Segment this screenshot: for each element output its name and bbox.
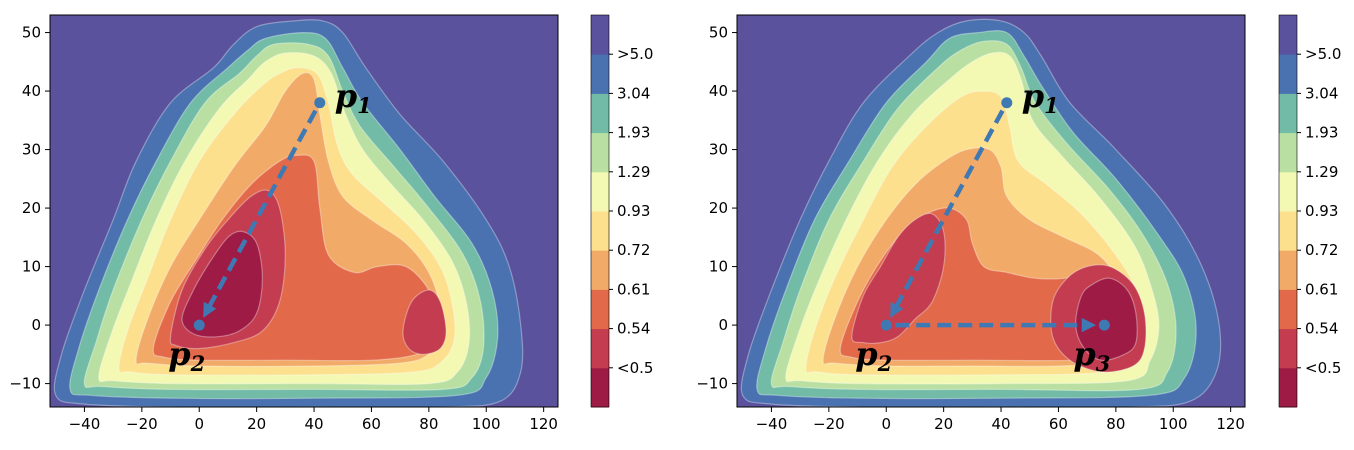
- colorbar-tick-label: 0.61: [1305, 280, 1338, 298]
- label-p2: p2: [855, 335, 892, 376]
- x-tick-label: 100: [1159, 415, 1188, 433]
- colorbar-tick-label: 0.93: [1305, 202, 1338, 220]
- plot-frame: [736, 14, 1246, 408]
- arrow-p1-to-p2: [203, 109, 318, 318]
- x-tick-label: −20: [813, 415, 845, 433]
- colorbar-segment: [591, 328, 609, 369]
- x-tick-label: 120: [529, 415, 558, 433]
- x-tick-label: 0: [194, 415, 204, 433]
- y-tick-label: 30: [22, 141, 41, 159]
- y-tick-label: 50: [22, 24, 41, 42]
- colorbar-tick-label: 3.04: [1305, 84, 1338, 102]
- colorbar-segment: [1279, 171, 1297, 212]
- x-tick-label: −40: [756, 415, 788, 433]
- x-tick-label: 100: [472, 415, 501, 433]
- colorbar-segment: [591, 54, 609, 94]
- y-tick-label: 50: [709, 24, 728, 42]
- colorbar-segment: [1279, 367, 1297, 408]
- colorbar-segment: [1279, 328, 1297, 369]
- label-p3: p3: [1073, 335, 1110, 376]
- panel-1: p1 p2 −40 −20 0 20 40 60 80 100 120 −10 0 10 20 30 40 50 <…: [9, 14, 653, 433]
- colorbar-segment: [1279, 93, 1297, 134]
- panel-2: p1 p2 p3 −40 −20 0 20 40 60 80 100 120 −10 0 10 20 30 40 5…: [696, 14, 1341, 433]
- x-tick-label: 20: [247, 415, 266, 433]
- point-p3: [1098, 319, 1110, 331]
- arrow-p1-to-p2: [890, 109, 1005, 318]
- y-tick-label: −10: [9, 375, 41, 393]
- y-tick-label: 0: [31, 316, 41, 334]
- y-tick-label: 20: [22, 199, 41, 217]
- contour-area: [50, 15, 558, 407]
- colorbar-tick-label: 0.93: [617, 202, 650, 220]
- colorbar: <0.5 0.54 0.61 0.72 0.93 1.29 1.93 3.04 >5.0: [1278, 14, 1341, 408]
- colorbar-segment: [1279, 15, 1297, 55]
- colorbar-tick-label: 1.93: [617, 124, 650, 142]
- x-tick-label: −40: [69, 415, 101, 433]
- point-p1: [314, 97, 326, 109]
- colorbar-segment: [1279, 289, 1297, 330]
- point-p1: [1001, 97, 1013, 109]
- colorbar: <0.5 0.54 0.61 0.72 0.93 1.29 1.93 3.04 >5.0: [590, 14, 653, 408]
- colorbar-segment: [591, 250, 609, 290]
- label-p2: p2: [168, 335, 205, 376]
- colorbar-tick-label: <0.5: [1305, 359, 1341, 377]
- colorbar-tick-label: 0.72: [1305, 241, 1338, 259]
- colorbar-tick-label: 0.72: [617, 241, 650, 259]
- colorbar-tick-label: 3.04: [617, 84, 650, 102]
- y-tick-label: 30: [709, 141, 728, 159]
- label-p1: p1: [335, 77, 372, 118]
- y-tick-label: 20: [709, 199, 728, 217]
- colorbar-tick-label: 1.29: [617, 163, 650, 181]
- x-tick-label: 0: [881, 415, 891, 433]
- x-tick-label: −20: [126, 415, 158, 433]
- colorbar-tick-label: >5.0: [617, 45, 653, 63]
- colorbar-segment: [591, 211, 609, 251]
- y-tick-label: 40: [709, 82, 728, 100]
- x-tick-label: 120: [1216, 415, 1245, 433]
- colorbar-segment: [591, 15, 609, 55]
- y-tick-label: 10: [709, 258, 728, 276]
- x-tick-label: 80: [1106, 415, 1125, 433]
- point-p2: [193, 319, 205, 331]
- plot-frame: [49, 14, 559, 408]
- contour-level-1-region-8: [402, 289, 447, 355]
- colorbar-segment: [591, 132, 609, 173]
- colorbar-tick-label: 0.54: [617, 320, 650, 338]
- x-tick-label: 60: [362, 415, 381, 433]
- x-tick-label: 40: [991, 415, 1010, 433]
- x-tick-label: 40: [304, 415, 323, 433]
- contour-level-0-region-9: [1075, 277, 1138, 361]
- colorbar-segment: [1279, 54, 1297, 94]
- colorbar-tick-label: 0.54: [1305, 320, 1338, 338]
- colorbar-tick-label: 1.29: [1305, 163, 1338, 181]
- y-tick-label: −10: [696, 375, 728, 393]
- colorbar-tick-label: >5.0: [1305, 45, 1341, 63]
- y-tick-label: 10: [22, 258, 41, 276]
- colorbar-segment: [591, 171, 609, 212]
- colorbar-tick-label: 0.61: [617, 280, 650, 298]
- contour-area: [737, 15, 1245, 407]
- contour-level-1-region-7: [851, 212, 946, 344]
- colorbar-segment: [591, 367, 609, 408]
- colorbar-tick-label: <0.5: [617, 359, 653, 377]
- point-p2: [880, 319, 892, 331]
- x-tick-label: 80: [419, 415, 438, 433]
- x-tick-label: 60: [1049, 415, 1068, 433]
- colorbar-segment: [1279, 250, 1297, 290]
- colorbar-segment: [591, 289, 609, 330]
- x-tick-label: 20: [934, 415, 953, 433]
- colorbar-segment: [1279, 211, 1297, 251]
- colorbar-segment: [1279, 132, 1297, 173]
- label-p1: p1: [1022, 77, 1059, 118]
- y-tick-label: 0: [718, 316, 728, 334]
- y-tick-label: 40: [22, 82, 41, 100]
- colorbar-tick-label: 1.93: [1305, 124, 1338, 142]
- colorbar-segment: [591, 93, 609, 134]
